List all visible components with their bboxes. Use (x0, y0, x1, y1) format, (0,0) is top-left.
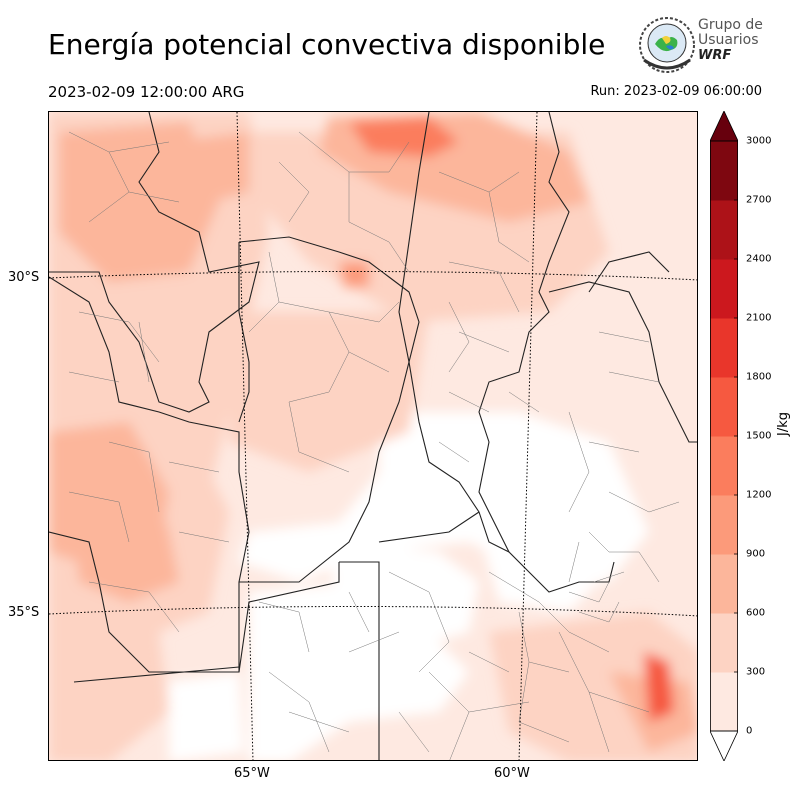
colorbar-bin (710, 141, 738, 201)
cape-map (48, 111, 698, 761)
valid-time: 2023-02-09 12:00:00 ARG (48, 83, 245, 101)
colorbar-tick-label: 3000 (746, 135, 772, 147)
lat-label-30s: 30°S (8, 270, 40, 285)
colorbar-bin (710, 200, 738, 260)
department-boundaries (68, 131, 680, 760)
colorbar-extend-max (710, 111, 738, 142)
colorbar-tick-label: 600 (746, 607, 766, 619)
colorbar-bin (710, 436, 738, 496)
run-time: Run: 2023-02-09 06:00:00 (590, 84, 762, 99)
colorbar-tick-label: 1200 (746, 489, 772, 501)
colorbar-tick-label: 0 (746, 725, 753, 737)
logo-line-1: Grupo de (698, 17, 763, 33)
colorbar-tick-label: 900 (746, 548, 766, 560)
graticule (49, 112, 697, 760)
wrf-globe-emblem-icon (639, 17, 695, 73)
logo-line-2: Usuarios (698, 32, 759, 48)
colorbar-bin (710, 554, 738, 614)
parallel-35s (49, 605, 697, 617)
colorbar-bin (710, 377, 738, 437)
colorbar-bin (710, 259, 738, 319)
colorbar-tick-label: 1500 (746, 430, 772, 442)
colorbar-tick-label: 2400 (746, 253, 772, 265)
colorbar-bin (710, 495, 738, 555)
colorbar-bin (710, 672, 738, 732)
colorbar-unit: J/kg (776, 412, 791, 436)
lat-label-35s: 35°S (8, 605, 40, 620)
logo-line-3: WRF (698, 48, 732, 63)
colorbar-extend-min (710, 730, 738, 761)
lon-label-65w: 65°W (234, 766, 270, 781)
colorbar-tick-label: 1800 (746, 371, 772, 383)
colorbar (710, 111, 738, 761)
province-boundaries (49, 112, 697, 760)
lon-label-60w: 60°W (494, 766, 530, 781)
colorbar-bin (710, 318, 738, 378)
map-title: Energía potencial convectiva disponible (48, 28, 606, 61)
colorbar-tick-label: 2100 (746, 312, 772, 324)
parallel-30s (49, 270, 697, 281)
colorbar-tick-label: 300 (746, 666, 766, 678)
wrf-logo: Grupo de Usuarios WRF (638, 16, 768, 76)
colorbar-bin (710, 613, 738, 673)
map-canvas (49, 112, 697, 760)
colorbar-tick-label: 2700 (746, 194, 772, 206)
